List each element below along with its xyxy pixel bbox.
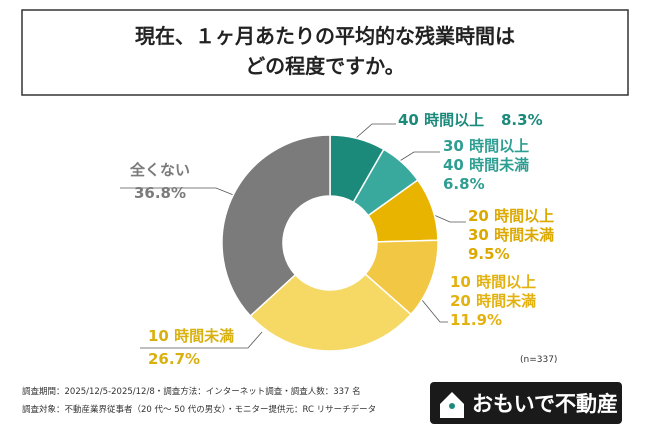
- sample-size: (n=337): [520, 355, 557, 365]
- category-label: 10 時間以上: [450, 273, 536, 291]
- brand-icon-dot: [449, 403, 455, 409]
- slice: [249, 273, 413, 352]
- value-label: 11.9%: [450, 311, 502, 329]
- brand-box: [430, 382, 622, 424]
- category-label: 40 時間以上: [398, 111, 484, 129]
- value-label: 8.3%: [501, 111, 543, 129]
- category-label: 10 時間未満: [148, 327, 234, 345]
- brand-name: おもいで不動産: [472, 392, 618, 416]
- leader-line: [355, 123, 396, 139]
- leader-line: [421, 299, 448, 323]
- leader-line: [120, 187, 237, 197]
- chart-title: どの程度ですか。: [245, 54, 405, 78]
- category-label: 全くない: [129, 161, 190, 179]
- category-label: 20 時間未満: [450, 292, 536, 310]
- footnote: 調査対象：不動産業界従事者（20 代〜 50 代の男女）・モニター提供元：RC …: [22, 404, 376, 415]
- value-label: 9.5%: [468, 245, 510, 263]
- category-label: 20 時間以上: [468, 207, 554, 225]
- category-label: 40 時間未満: [443, 156, 529, 174]
- footnote: 調査期間：2025/12/5-2025/12/8・調査方法：インターネット調査・…: [22, 386, 361, 397]
- leader-line: [140, 331, 263, 349]
- category-label: 30 時間以上: [443, 137, 529, 155]
- donut: [221, 134, 439, 352]
- value-label: 26.7%: [148, 350, 200, 368]
- value-label: 6.8%: [443, 175, 485, 193]
- leader-line: [397, 151, 440, 163]
- chart-title: 現在、１ヶ月あたりの平均的な残業時間は: [135, 24, 515, 48]
- value-label: 36.8%: [134, 184, 186, 202]
- category-label: 30 時間未満: [468, 226, 554, 244]
- slice: [221, 134, 331, 317]
- title-box: [21, 9, 629, 96]
